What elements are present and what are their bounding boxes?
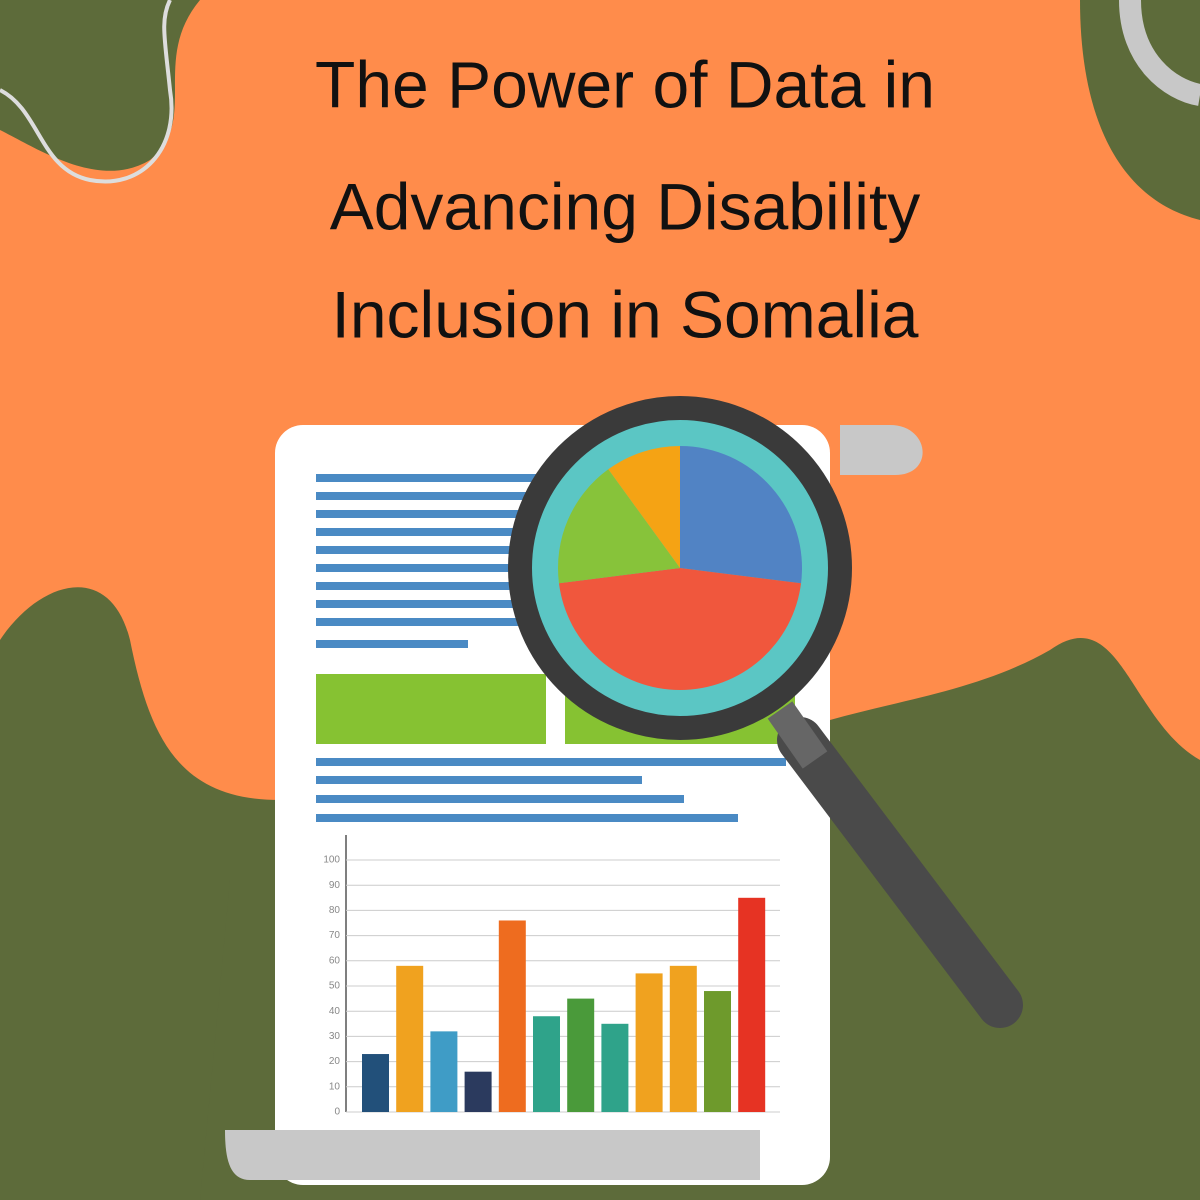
handle [777,717,1023,1028]
y-tick-label: 60 [329,955,341,966]
pie-slice [680,446,802,584]
blob [830,638,1200,1200]
y-tick-label: 70 [329,930,341,941]
y-tick-label: 40 [329,1006,341,1017]
ring [1119,0,1200,106]
y-tick-label: 0 [334,1107,340,1118]
y-tick-label: 30 [329,1031,341,1042]
bar [635,973,663,1112]
y-tick-label: 50 [329,981,341,992]
y-tick-label: 80 [329,905,341,916]
y-tick-label: 90 [329,880,341,891]
bar [464,1071,492,1112]
bar [704,991,731,1112]
bar [396,965,424,1112]
handle-neck [767,701,828,769]
bar [430,1031,458,1112]
title-line: Advancing Disability [330,169,921,243]
bar-chart: 0 10 20 30 40 50 60 70 80 90 100 [323,855,780,1118]
title-line: The Power of Data in [315,47,935,121]
bar [362,1054,389,1112]
pie-slice [558,469,680,584]
y-tick-label: 10 [329,1081,341,1092]
y-tick-label: 20 [329,1056,341,1067]
pie-slice [608,446,680,568]
title-line: Inclusion in Somalia [332,277,919,351]
pie-slice [558,568,802,690]
paper-curl [840,425,923,475]
blob [0,0,200,171]
bar [498,920,526,1112]
swirl [0,0,174,184]
bar [738,897,766,1112]
bar [533,1016,560,1112]
blob [0,587,280,1200]
block [316,674,546,744]
bar [567,998,595,1112]
bar [669,965,697,1112]
pie-chart [558,446,802,690]
text-lines [316,474,786,822]
bar [601,1023,629,1112]
paper-roll [225,1130,760,1180]
y-tick-label: 100 [323,855,340,866]
blob [1080,0,1200,220]
